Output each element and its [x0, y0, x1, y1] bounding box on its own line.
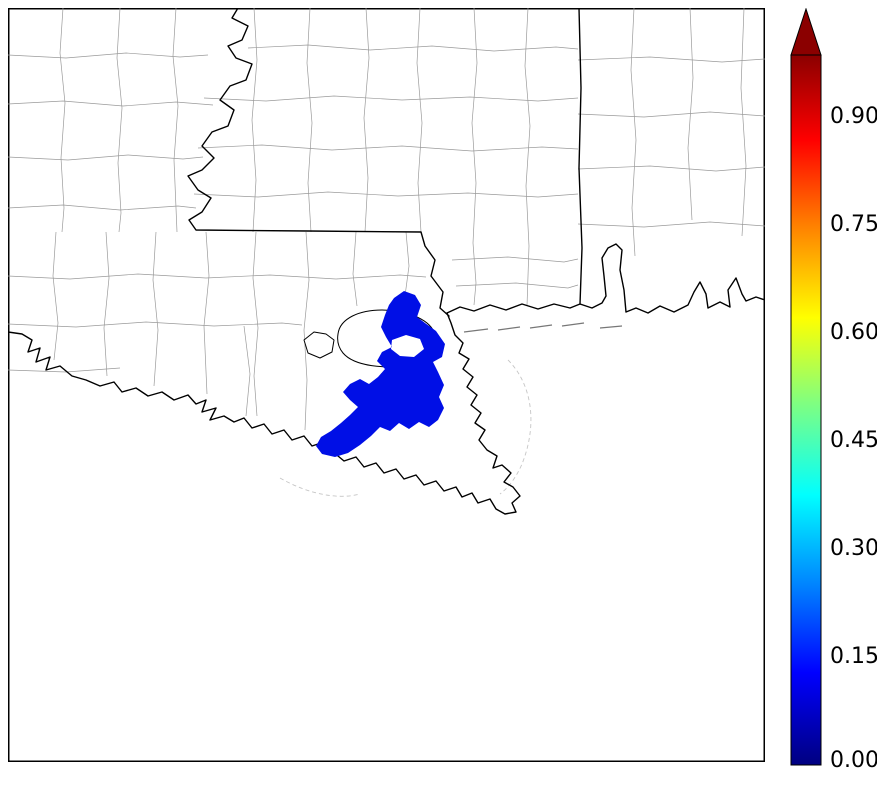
barrier-island — [561, 322, 585, 327]
colorbar: 0.90 0.75 0.60 0.45 0.30 0.15 0.00 — [790, 8, 877, 785]
colorbar-gradient — [790, 54, 822, 766]
lake-maurepas-outline — [303, 331, 335, 359]
state-boundaries — [8, 8, 765, 515]
colorbar-tick-label: 0.00 — [830, 748, 877, 773]
chandeleur-arc — [499, 359, 532, 495]
data-overlay-region — [316, 291, 445, 457]
barrier-island — [599, 325, 623, 329]
mississippi-river-border — [187, 8, 450, 317]
barrier-island — [463, 328, 489, 333]
barrier-island — [529, 324, 553, 329]
colorbar-tick-label: 0.90 — [830, 104, 877, 129]
colorbar-tick-label: 0.45 — [830, 428, 877, 453]
colorbar-tick-label: 0.30 — [830, 536, 877, 561]
colorbar-tick-label: 0.60 — [830, 320, 877, 345]
map-svg — [8, 8, 765, 762]
coastline-east — [446, 243, 765, 314]
ms-al-border — [578, 8, 583, 305]
colorbar-tick-label: 0.75 — [830, 212, 877, 237]
map-canvas — [8, 8, 765, 762]
coastline — [8, 312, 521, 515]
county-boundaries — [8, 8, 765, 431]
barrier-island — [497, 326, 521, 331]
colorbar-over-arrow — [790, 8, 822, 56]
offshore-detail — [279, 322, 623, 497]
colorbar-svg — [790, 8, 822, 766]
colorbar-tick-label: 0.15 — [830, 644, 877, 669]
marsh-arc — [279, 477, 361, 497]
